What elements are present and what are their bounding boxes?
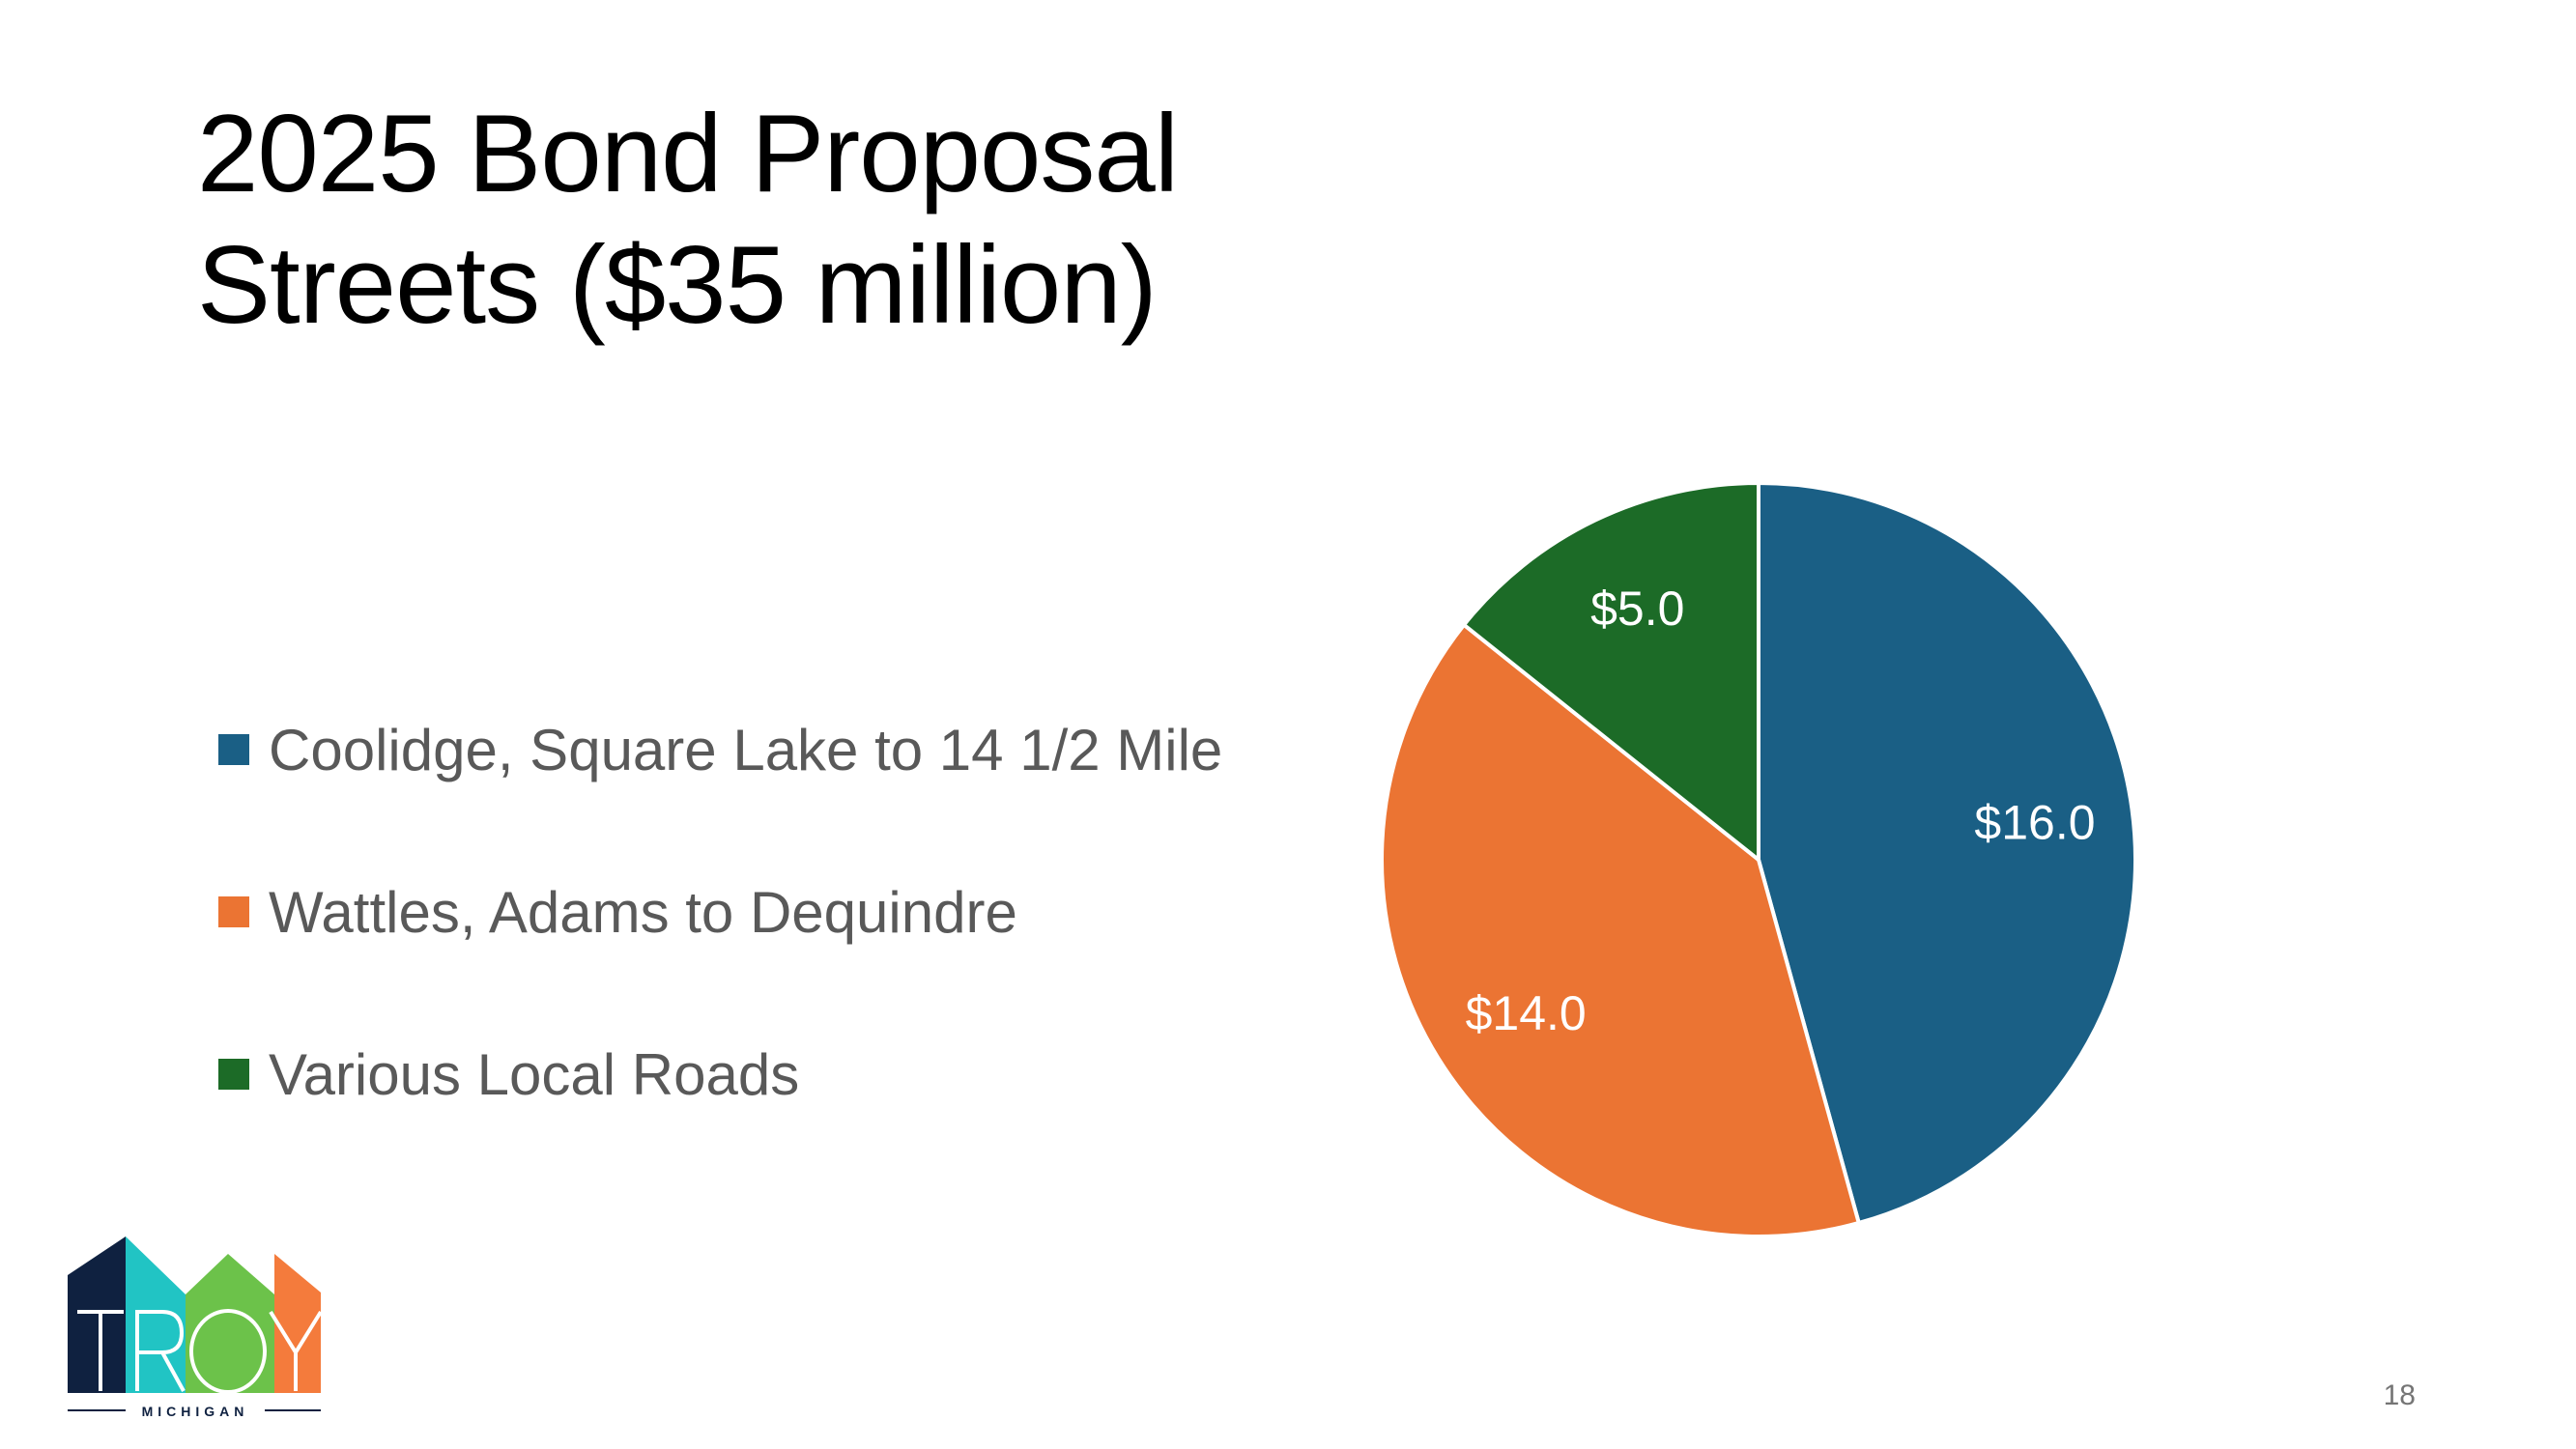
legend-swatch bbox=[218, 896, 249, 927]
logo-house-green bbox=[186, 1254, 274, 1393]
title-line-1: 2025 Bond Proposal bbox=[197, 93, 1179, 215]
slice-label-wattles: $14.0 bbox=[1466, 986, 1587, 1040]
legend-swatch bbox=[218, 734, 249, 765]
logo-house-navy bbox=[68, 1236, 126, 1393]
page-number: 18 bbox=[2383, 1379, 2416, 1411]
legend-item-wattles: Wattles, Adams to Dequindre bbox=[218, 831, 1378, 993]
pie-slice-coolidge bbox=[1757, 480, 2137, 1226]
legend-item-local-roads: Various Local Roads bbox=[218, 993, 1378, 1155]
slice-label-local-roads: $5.0 bbox=[1590, 582, 1684, 636]
legend-swatch bbox=[218, 1059, 249, 1090]
legend-label: Wattles, Adams to Dequindre bbox=[269, 879, 1017, 945]
chart-legend: Coolidge, Square Lake to 14 1/2 Mile Wat… bbox=[218, 668, 1378, 1155]
logo-house-orange bbox=[274, 1254, 321, 1393]
pie-chart: $16.0 $14.0 $5.0 bbox=[1380, 480, 2137, 1238]
slice-label-coolidge: $16.0 bbox=[1974, 795, 2095, 849]
troy-michigan-logo: MICHIGAN bbox=[68, 1236, 323, 1419]
slide-title: 2025 Bond Proposal Streets ($35 million) bbox=[197, 89, 1453, 352]
logo-subtitle: MICHIGAN bbox=[142, 1404, 249, 1419]
pie-slice-local-roads bbox=[1461, 480, 1760, 865]
title-line-2: Streets ($35 million) bbox=[197, 224, 1158, 347]
legend-label: Coolidge, Square Lake to 14 1/2 Mile bbox=[269, 717, 1223, 782]
pie-slice-wattles bbox=[1380, 622, 1862, 1238]
legend-label: Various Local Roads bbox=[269, 1041, 800, 1107]
legend-item-coolidge: Coolidge, Square Lake to 14 1/2 Mile bbox=[218, 668, 1378, 831]
logo-wordmark-troy bbox=[77, 1309, 323, 1394]
